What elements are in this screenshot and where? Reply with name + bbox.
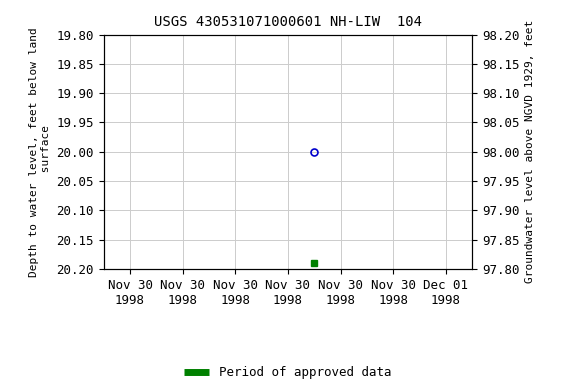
Y-axis label: Groundwater level above NGVD 1929, feet: Groundwater level above NGVD 1929, feet [525, 20, 535, 283]
Legend: Period of approved data: Period of approved data [179, 361, 397, 384]
Title: USGS 430531071000601 NH-LIW  104: USGS 430531071000601 NH-LIW 104 [154, 15, 422, 29]
Y-axis label: Depth to water level, feet below land
 surface: Depth to water level, feet below land su… [29, 27, 51, 276]
